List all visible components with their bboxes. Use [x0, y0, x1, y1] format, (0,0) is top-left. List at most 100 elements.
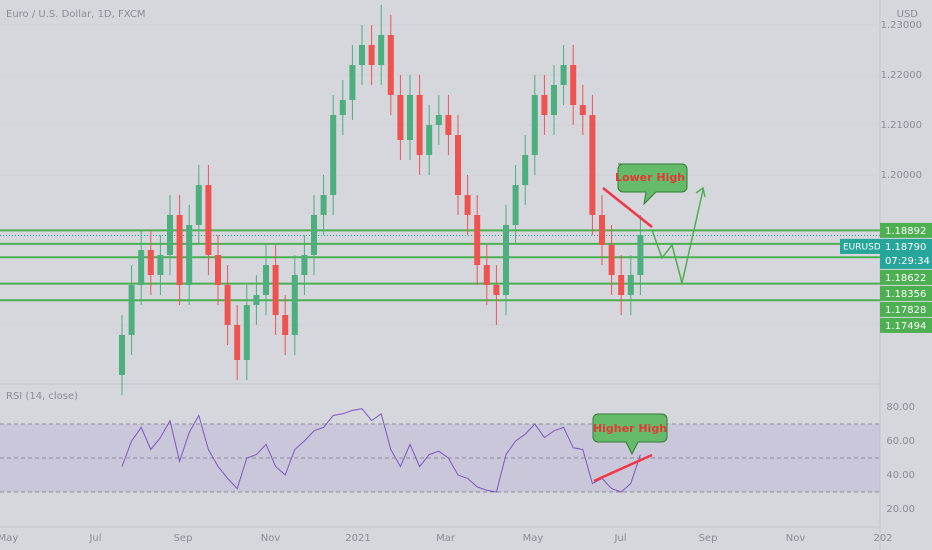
- candle-body: [119, 335, 125, 375]
- candle-body: [435, 115, 442, 125]
- candle-body: [330, 115, 337, 195]
- x-tick-label: Sep: [699, 533, 718, 544]
- y-tick-label: 1.22000: [881, 70, 922, 81]
- candle-body: [320, 195, 327, 215]
- lower-high-text: Lower High: [615, 171, 685, 184]
- level-label: 1.18892: [885, 226, 926, 237]
- candle-body: [368, 45, 375, 65]
- candle-body: [493, 285, 500, 295]
- candle-body: [349, 65, 356, 100]
- x-tick-label: Nov: [786, 533, 806, 544]
- last-price-label: 1.18790: [885, 242, 926, 253]
- candle-body: [426, 125, 433, 155]
- candle-body: [272, 265, 279, 315]
- level-label-box: [880, 269, 932, 285]
- rsi-title: RSI (14, close): [6, 391, 78, 402]
- candle-body: [147, 250, 154, 275]
- x-tick-label: Sep: [174, 533, 193, 544]
- candle-body: [291, 275, 298, 335]
- candle-body: [483, 265, 490, 285]
- rsi-band: [0, 424, 880, 492]
- countdown: 07:29:34: [885, 256, 930, 267]
- candle-body: [416, 95, 423, 155]
- level-label: 1.17828: [885, 305, 926, 316]
- candle-body: [627, 275, 634, 295]
- candle-body: [311, 215, 317, 255]
- x-tick-label: Mar: [436, 533, 456, 544]
- candle-body: [637, 235, 644, 275]
- y-tick-label: 1.21000: [881, 120, 922, 131]
- last-price-box: [880, 238, 932, 269]
- y-tick-label: 1.23000: [881, 20, 922, 31]
- candle-body: [138, 250, 145, 285]
- lower-high-callout: [617, 163, 688, 206]
- x-tick-label: Nov: [261, 533, 281, 544]
- candle-body: [560, 65, 567, 85]
- x-tick-label: May: [0, 533, 18, 544]
- candle-body: [407, 95, 413, 140]
- level-label: 1.17494: [885, 321, 926, 332]
- candle-body: [234, 325, 241, 360]
- candle-body: [474, 215, 481, 265]
- higher-high-line: [593, 453, 653, 483]
- candle-body: [387, 35, 394, 95]
- higher-high-callout: [592, 413, 668, 456]
- candle-body: [579, 105, 586, 115]
- x-tick-label: Jul: [88, 533, 101, 544]
- y-tick-label: 1.20000: [881, 170, 922, 181]
- higher-high-text: Higher High: [593, 422, 667, 435]
- x-tick-label: May: [523, 533, 544, 544]
- candle-body: [205, 185, 212, 255]
- candle-body: [195, 185, 202, 225]
- candle-body: [128, 285, 135, 335]
- rsi-tick-label: 40.00: [886, 470, 915, 481]
- rsi-line: [121, 408, 641, 493]
- candle-body: [359, 45, 365, 65]
- candle-body: [215, 255, 221, 285]
- symbol-label: EURUSD: [843, 242, 881, 252]
- candle-body: [541, 95, 548, 115]
- x-tick-label: 202: [873, 533, 892, 544]
- candle-body: [263, 265, 269, 295]
- level-label-box: [880, 301, 932, 317]
- candle-body: [503, 225, 509, 295]
- projection-arrow: [651, 189, 704, 284]
- chart-title: Euro / U.S. Dollar, 1D, FXCM: [6, 9, 145, 20]
- level-label-box: [880, 285, 932, 301]
- level-label: 1.18622: [885, 273, 926, 284]
- rsi-tick-label: 80.00: [886, 402, 915, 413]
- candle-body: [186, 225, 193, 285]
- annotations: Lower High Higher High: [592, 163, 706, 483]
- rsi-tick-label: 60.00: [886, 436, 915, 447]
- candle-body: [243, 305, 250, 360]
- rsi-tick-label: 20.00: [886, 504, 915, 515]
- level-label-box: [880, 222, 932, 238]
- candle-body: [570, 65, 577, 105]
- candle-body: [282, 315, 289, 335]
- candle-body: [551, 85, 557, 115]
- arrow-head: [695, 186, 706, 198]
- currency: USD: [897, 9, 919, 20]
- candle-body: [455, 135, 461, 195]
- candle-body: [464, 195, 471, 215]
- candle-body: [512, 185, 519, 225]
- candle-body: [176, 215, 183, 285]
- candle-body: [157, 255, 164, 275]
- lower-high-line: [602, 187, 653, 228]
- level-label: 1.18356: [885, 289, 926, 300]
- candle-body: [522, 155, 529, 185]
- candle-body: [301, 255, 308, 275]
- candle-body: [618, 275, 625, 295]
- candle-body: [167, 215, 173, 255]
- candle-body: [224, 285, 231, 325]
- candle-body: [339, 100, 346, 115]
- level-label-box: [880, 317, 932, 333]
- candle-body: [253, 295, 260, 305]
- candle-body: [378, 35, 385, 65]
- x-tick-label: Jul: [613, 533, 626, 544]
- candle-body: [531, 95, 538, 155]
- candle-body: [608, 245, 615, 275]
- candle-body: [397, 95, 404, 140]
- x-tick-label: 2021: [345, 533, 370, 544]
